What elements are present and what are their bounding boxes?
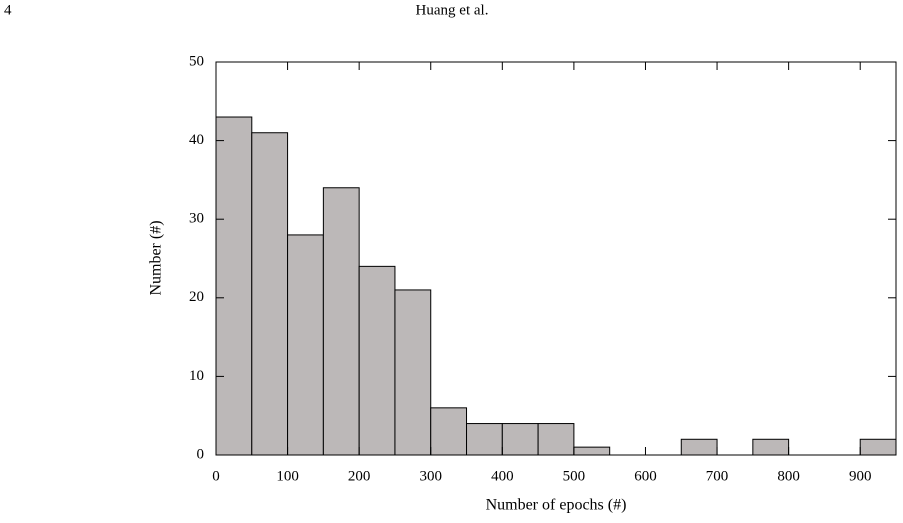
x-tick-label: 400 bbox=[491, 468, 514, 484]
bar bbox=[752, 438, 790, 456]
x-tick-label: 100 bbox=[276, 468, 299, 484]
bar bbox=[501, 423, 539, 456]
y-tick-label: 20 bbox=[189, 289, 204, 305]
y-tick-label: 30 bbox=[189, 211, 204, 227]
y-tick-label: 10 bbox=[189, 368, 204, 384]
bar bbox=[537, 423, 575, 456]
y-tick-label: 0 bbox=[197, 446, 205, 462]
bar bbox=[215, 116, 253, 456]
x-tick-label: 300 bbox=[419, 468, 442, 484]
page-number: 4 bbox=[4, 2, 12, 18]
x-tick-label: 500 bbox=[563, 468, 586, 484]
x-tick-label: 600 bbox=[634, 468, 657, 484]
bar bbox=[680, 438, 718, 456]
y-tick-label: 50 bbox=[189, 53, 204, 69]
bar bbox=[466, 423, 503, 456]
bar bbox=[573, 446, 611, 456]
bar bbox=[287, 234, 324, 456]
x-tick-label: 800 bbox=[777, 468, 800, 484]
plot-frame bbox=[215, 61, 897, 456]
bar bbox=[859, 438, 897, 456]
bar bbox=[251, 132, 289, 456]
bar bbox=[322, 187, 360, 456]
bar bbox=[394, 289, 432, 456]
bar bbox=[358, 265, 396, 456]
bar bbox=[430, 407, 468, 456]
y-tick-label: 40 bbox=[189, 132, 204, 148]
x-tick-label: 900 bbox=[849, 468, 872, 484]
x-tick-label: 200 bbox=[348, 468, 371, 484]
x-axis-label: Number of epochs (#) bbox=[486, 497, 627, 514]
running-header: Huang et al. bbox=[416, 2, 489, 18]
x-tick-label: 700 bbox=[706, 468, 729, 484]
x-tick-label: 0 bbox=[212, 468, 220, 484]
y-axis-label: Number (#) bbox=[148, 220, 165, 295]
